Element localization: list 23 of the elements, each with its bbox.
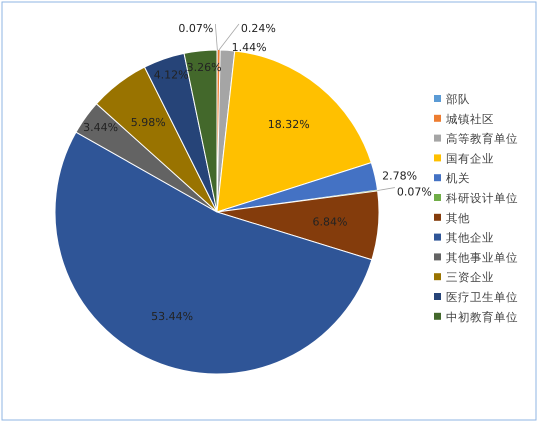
data-label: 0.07% <box>396 186 432 199</box>
legend-label: 城镇社区 <box>445 112 494 126</box>
legend-label: 高等教育单位 <box>446 132 518 146</box>
legend-label: 机关 <box>446 171 470 186</box>
data-label: 18.32% <box>268 118 310 132</box>
data-label: 1.44% <box>232 41 267 54</box>
legend-label: 其他 <box>446 210 470 225</box>
data-label: 3.44% <box>83 120 118 134</box>
data-label: 53.44% <box>151 310 194 324</box>
legend-label: 中初教育单位 <box>446 310 518 324</box>
legend-label: 科研设计单位 <box>446 191 518 205</box>
data-label: 5.98% <box>130 116 166 129</box>
legend-label: 其他企业 <box>446 230 494 245</box>
legend-label: 医疗卫生单位 <box>446 290 518 304</box>
legend-label: 三资企业 <box>446 270 494 284</box>
data-label: 0.24% <box>240 22 276 35</box>
data-label: 2.78% <box>382 170 418 183</box>
data-label: 4.12% <box>154 68 189 82</box>
legend-label: 部队 <box>446 92 470 106</box>
data-label: 6.84% <box>312 216 348 229</box>
data-label: 0.07% <box>178 22 214 35</box>
legend-label: 国有企业 <box>446 151 494 166</box>
legend-label: 其他事业单位 <box>446 250 518 264</box>
